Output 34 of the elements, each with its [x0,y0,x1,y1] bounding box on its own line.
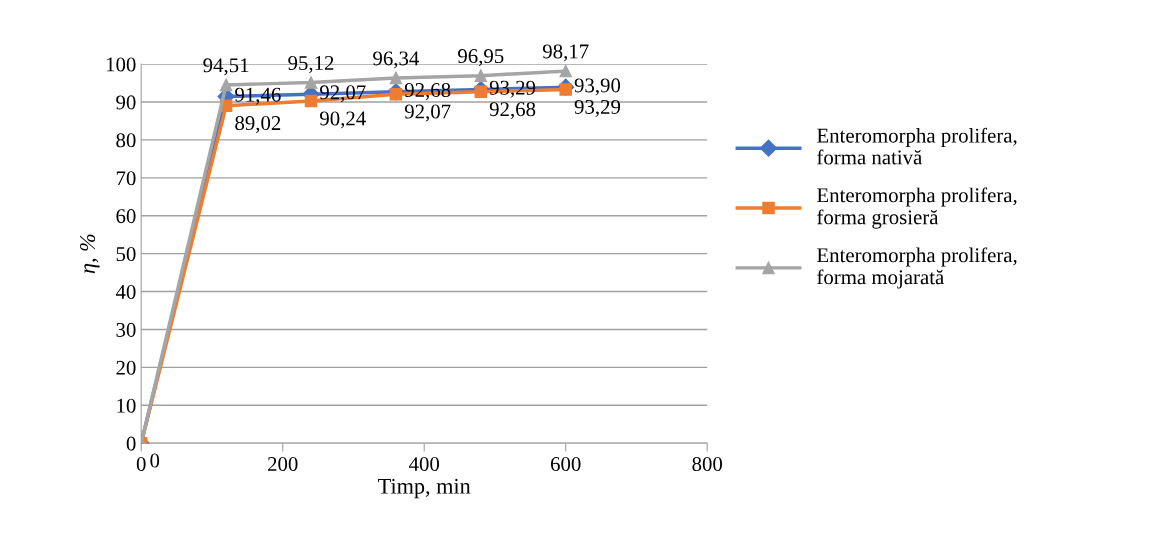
y-tick-label: 30 [116,322,136,337]
data-label: 90,24 [320,111,366,129]
x-tick-label: 0 [136,457,146,472]
y-axis-title: η, % [80,234,100,274]
y-tick-label: 80 [116,133,136,148]
legend-label: Enteromorpha prolifera, forma grosieră [817,187,1017,229]
y-tick-label: 60 [116,209,136,224]
y-tick-label: 70 [116,171,136,186]
data-label: 93,90 [574,78,621,96]
legend-label: Enteromorpha prolifera, forma nativă [817,127,1017,165]
data-label: 94,51 [203,58,249,76]
y-tick-label: 40 [115,284,136,299]
y-tick-label: 90 [116,95,136,110]
y-tick-label: 20 [116,360,136,375]
y-tick-label: 100 [106,57,136,72]
y-tick-label: 0 [126,436,136,451]
data-label: 96,95 [458,49,504,67]
x-tick-label: 200 [268,457,298,472]
y-tick-label: 10 [117,398,136,413]
data-label: 92,07 [404,104,451,122]
data-label: 92,07 [320,85,366,103]
data-label: 89,02 [235,116,281,134]
x-axis-title: Timp, min [378,478,471,499]
data-label: 95,12 [288,56,334,74]
legend-label: Enteromorpha prolifera, forma mojarată [817,247,1017,289]
data-label: 98,17 [542,44,589,62]
x-tick-label: 400 [408,457,440,472]
y-tick-label: 50 [116,247,136,262]
data-label: 93,29 [574,99,621,117]
data-label: 92,68 [404,82,451,101]
data-label: 92,68 [489,102,536,120]
x-tick-label: 800 [692,457,723,472]
x-tick-label: 600 [550,457,581,472]
data-label: 96,34 [373,51,420,69]
